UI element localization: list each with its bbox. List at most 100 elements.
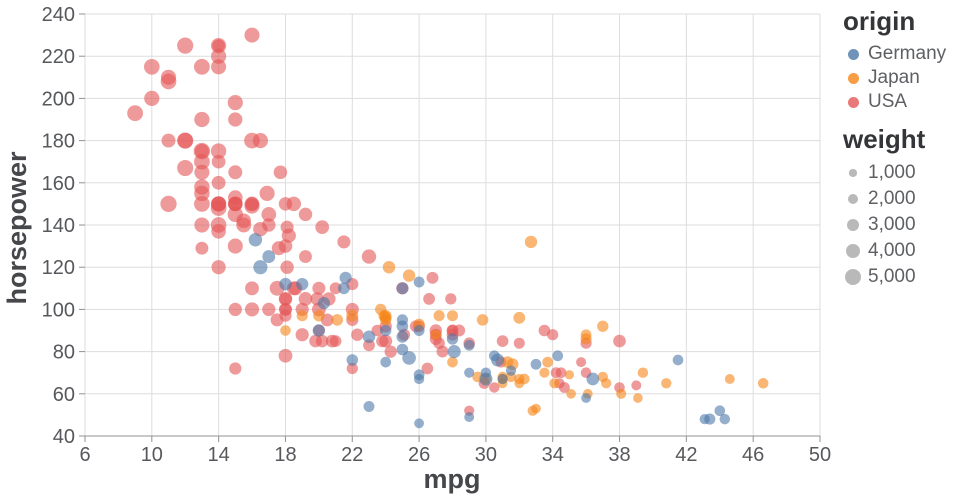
data-point <box>278 292 293 306</box>
data-point <box>586 372 600 386</box>
data-point <box>271 241 286 256</box>
data-point <box>414 373 425 385</box>
data-point <box>538 324 551 337</box>
data-point <box>253 221 268 237</box>
data-point <box>539 367 550 378</box>
data-point <box>298 207 313 222</box>
data-point <box>309 334 322 348</box>
data-point <box>312 281 326 295</box>
x-tick-label: 46 <box>742 444 764 466</box>
data-point <box>380 356 392 368</box>
data-point <box>194 111 210 128</box>
data-point <box>227 238 243 254</box>
data-point <box>476 314 489 326</box>
data-point <box>704 413 716 425</box>
data-point <box>262 250 276 264</box>
x-tick-label: 50 <box>809 444 831 466</box>
legend-weight-2000-swatch <box>843 193 863 205</box>
data-point <box>414 418 425 429</box>
data-point <box>549 378 560 389</box>
data-point <box>211 260 226 275</box>
data-point <box>363 401 375 412</box>
data-point <box>724 374 735 384</box>
data-point <box>211 48 227 64</box>
data-point <box>211 59 227 75</box>
legend-weight-5000: 5,000 <box>843 264 958 290</box>
legend-weight-3000-label: 3,000 <box>868 214 916 235</box>
data-point <box>244 302 260 317</box>
data-point <box>211 154 226 169</box>
data-point <box>489 382 500 393</box>
legend-weight-1000-label: 1,000 <box>868 162 916 183</box>
data-point <box>430 329 442 341</box>
data-point <box>514 373 525 385</box>
data-point <box>402 269 416 282</box>
legend-origin-japan: Japan <box>843 66 958 90</box>
x-tick-label: 38 <box>608 444 630 466</box>
y-tick-label: 220 <box>42 46 75 68</box>
x-tick-label: 10 <box>141 444 163 466</box>
data-point <box>315 220 330 234</box>
data-point <box>513 311 526 324</box>
data-point <box>329 282 342 295</box>
data-point <box>144 90 160 107</box>
data-point <box>382 260 396 274</box>
data-point <box>228 302 242 317</box>
data-point <box>413 276 425 288</box>
data-point <box>312 324 326 337</box>
data-point <box>505 365 517 376</box>
legend-weight-3000-swatch <box>843 218 863 232</box>
data-point <box>552 350 564 362</box>
data-point <box>279 303 292 316</box>
legend: origin Germany Japan USA weight 1,000 2,000… <box>843 6 958 290</box>
data-point <box>446 333 459 345</box>
data-point <box>338 282 350 295</box>
data-point <box>296 277 309 291</box>
y-tick-label: 140 <box>42 215 75 237</box>
data-point <box>447 310 458 322</box>
data-point <box>757 378 769 389</box>
data-point <box>637 367 649 378</box>
data-point <box>259 185 275 201</box>
data-point <box>211 196 226 212</box>
data-point <box>376 334 389 348</box>
y-tick-label: 40 <box>53 426 75 448</box>
data-point <box>194 217 210 233</box>
data-point <box>313 309 325 322</box>
data-point <box>453 324 466 337</box>
data-point <box>244 198 260 214</box>
data-point <box>236 217 252 233</box>
y-tick-label: 60 <box>53 384 75 406</box>
y-tick-label: 200 <box>42 88 75 110</box>
data-point <box>581 393 592 403</box>
data-point <box>229 362 242 375</box>
x-tick-label: 42 <box>675 444 697 466</box>
data-point <box>530 358 542 370</box>
x-tick-label: 6 <box>79 444 90 466</box>
data-point <box>433 337 445 349</box>
data-point <box>379 311 392 324</box>
legend-origin-usa-label: USA <box>868 91 908 112</box>
data-point <box>279 277 292 291</box>
data-point <box>576 357 587 368</box>
data-point <box>479 372 493 386</box>
data-point <box>261 207 277 222</box>
data-point <box>177 37 194 54</box>
data-point <box>346 309 359 322</box>
data-point <box>613 334 626 348</box>
data-point <box>445 293 457 305</box>
data-point <box>317 296 331 310</box>
data-point <box>362 330 376 344</box>
points-layer <box>127 27 769 429</box>
data-point <box>413 325 425 336</box>
data-point <box>423 293 435 305</box>
data-point <box>447 356 458 368</box>
legend-weight-3000: 3,000 <box>843 212 958 238</box>
y-tick-label: 180 <box>42 131 75 153</box>
data-point <box>194 185 210 202</box>
legend-weight-4000-swatch <box>843 243 863 259</box>
x-axis-title: mpg <box>424 464 481 494</box>
data-point <box>212 39 225 52</box>
